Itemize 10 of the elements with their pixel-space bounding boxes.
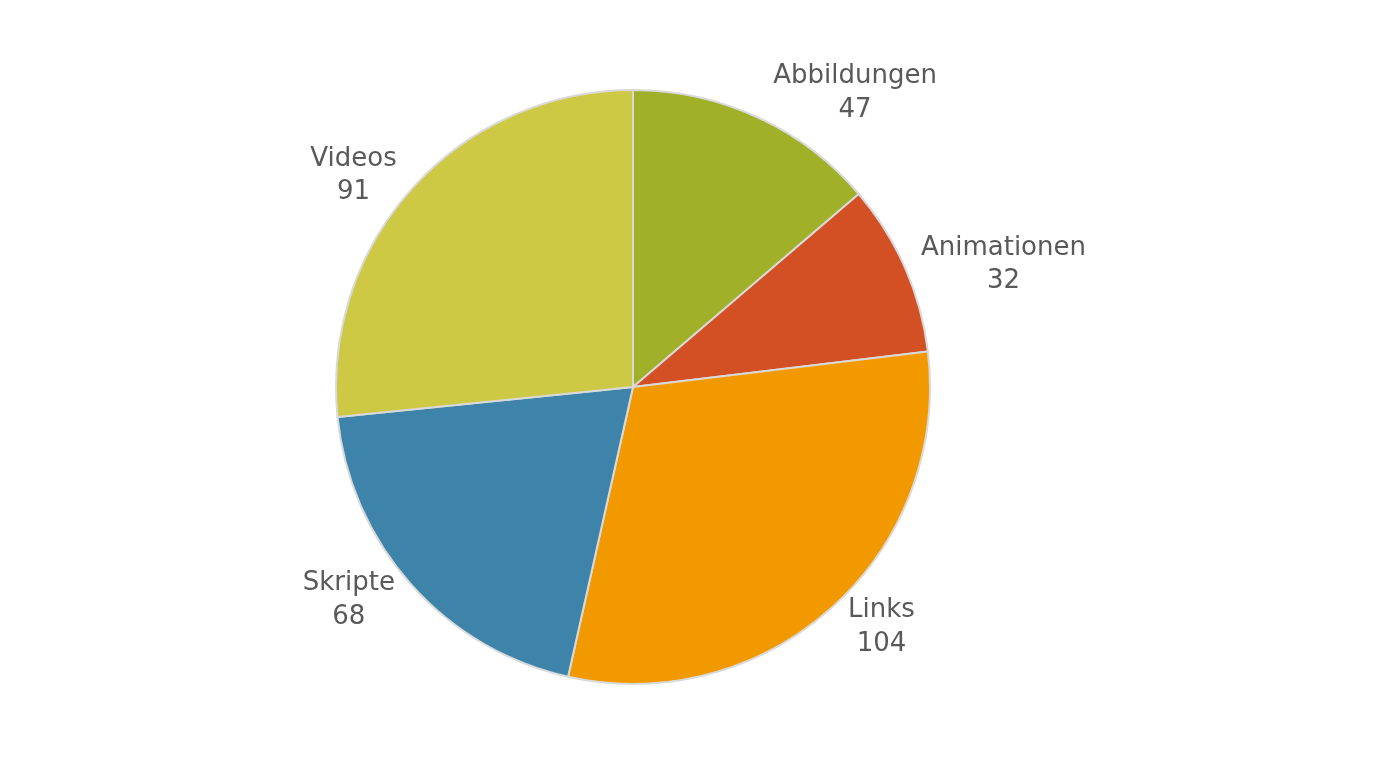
slice-label: Abbildungen — [773, 59, 937, 90]
data-label: 91 — [336, 175, 371, 206]
slice-label: Skripte — [302, 566, 395, 597]
data-label: 104 — [856, 626, 907, 657]
data-label: 68 — [332, 600, 366, 631]
slice-label: Links — [848, 593, 915, 624]
data-label: 32 — [986, 264, 1020, 295]
slice-label: Animationen — [920, 230, 1086, 261]
data-label: 47 — [838, 92, 872, 123]
slice-label: Videos — [310, 141, 397, 172]
